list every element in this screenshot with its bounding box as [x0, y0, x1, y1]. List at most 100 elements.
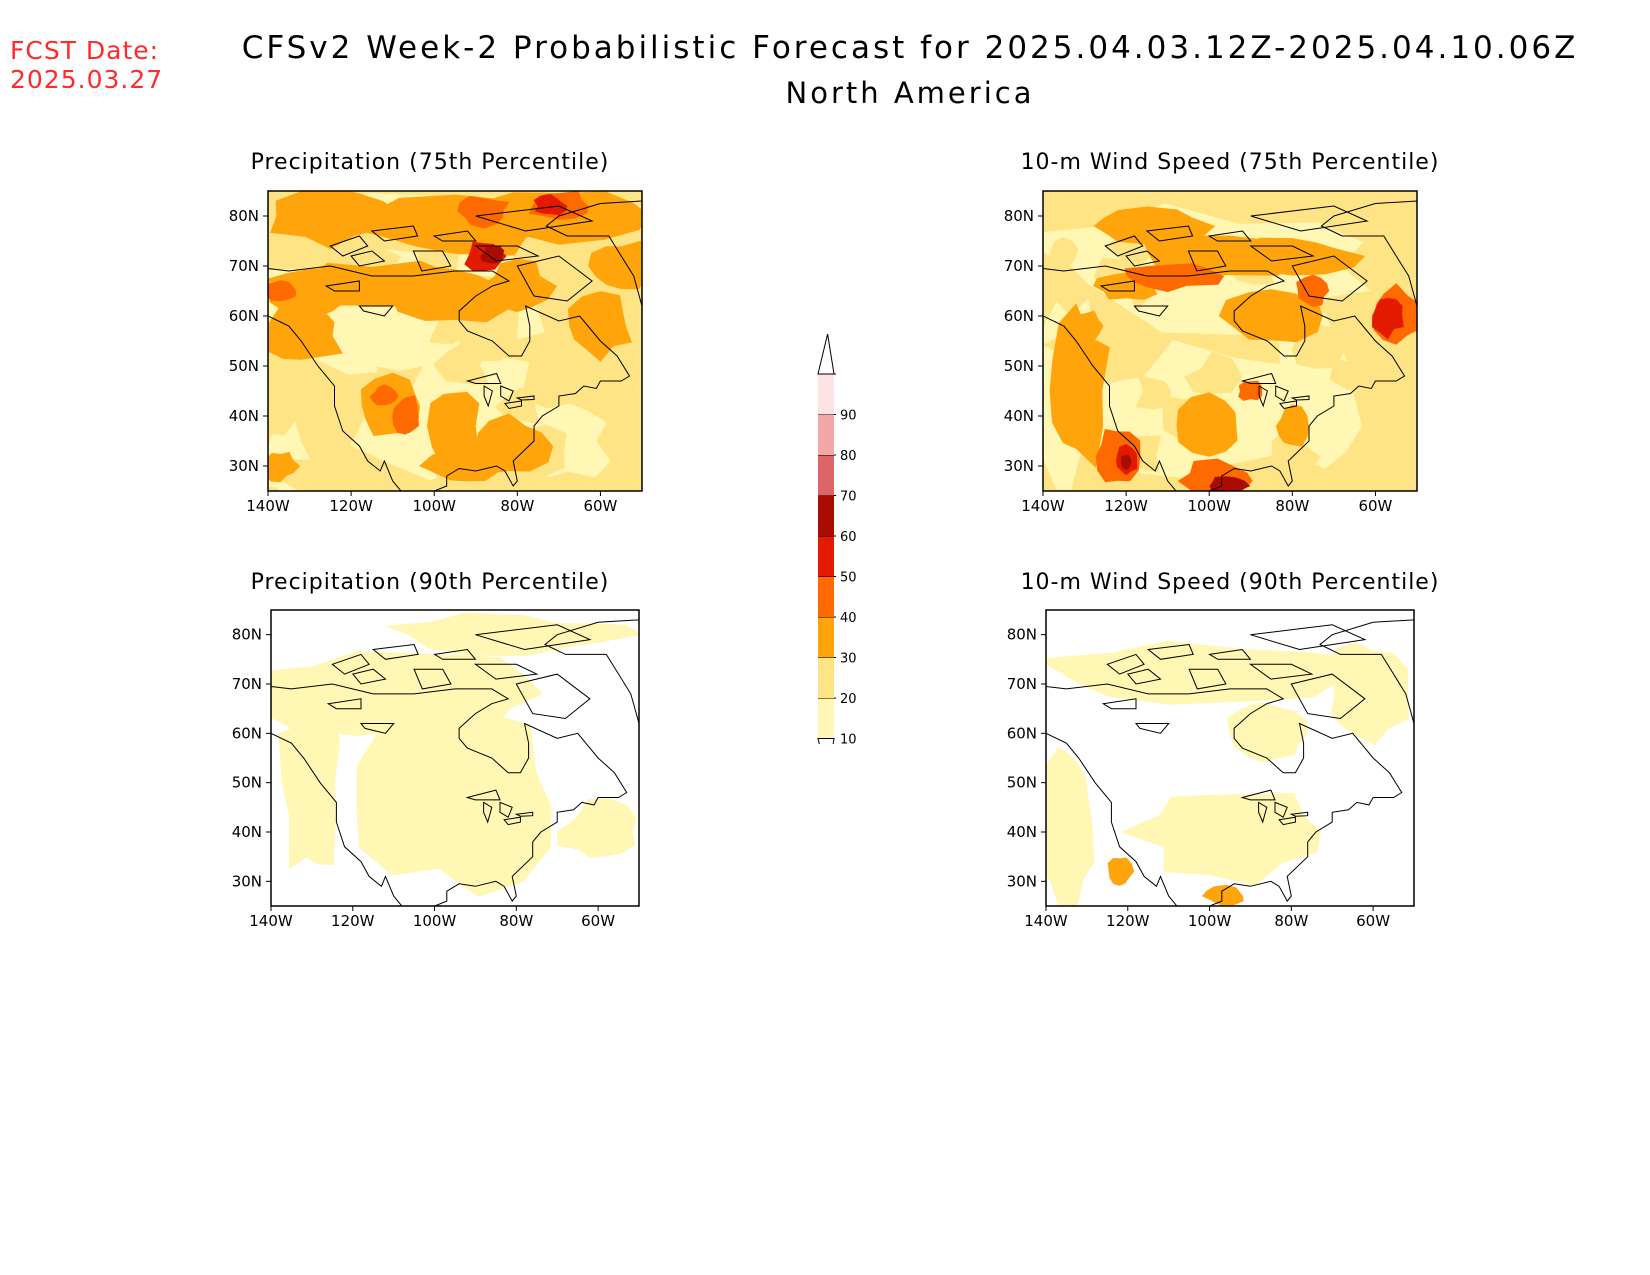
map-frame	[267, 190, 643, 492]
coastline	[1258, 385, 1268, 408]
color-legend: 10 20 30 40 50 60 70 80 90	[800, 333, 870, 779]
field-patch	[356, 709, 552, 897]
lon-tick-label: 100W	[413, 912, 457, 930]
field-contour	[1049, 303, 1110, 468]
coastline	[350, 250, 386, 267]
coastline	[1275, 385, 1289, 402]
lat-tick-label: 60N	[232, 724, 262, 742]
lon-tick-label: 80W	[1274, 912, 1308, 930]
field-contour	[427, 391, 480, 466]
field-contour	[480, 245, 505, 264]
coastline	[1258, 801, 1268, 824]
coastline	[324, 280, 360, 292]
lon-tick-label: 120W	[1104, 497, 1148, 515]
lat-tick-label: 70N	[1004, 257, 1034, 275]
lon-tick-label: 80W	[499, 912, 533, 930]
field-contour	[419, 445, 507, 482]
coastline	[433, 648, 477, 660]
lon-tick-label: 80W	[500, 497, 534, 515]
coastline	[432, 230, 477, 242]
field-contour	[268, 280, 297, 302]
map-frame	[270, 609, 640, 907]
coastline	[503, 816, 521, 826]
coastline	[370, 225, 419, 242]
field-contour	[1218, 289, 1323, 343]
lat-tick-label: 30N	[1004, 457, 1034, 475]
field-contour	[1065, 310, 1104, 341]
field-patch	[1046, 746, 1095, 906]
field-contour	[457, 195, 510, 229]
lat-tick-label: 60N	[1007, 724, 1037, 742]
field-contour	[588, 240, 642, 290]
lat-tick-label: 30N	[1007, 872, 1037, 890]
coastline	[413, 668, 452, 690]
map-frame	[1042, 190, 1418, 492]
map-precip-90: 80N 70N 60N 50N 40N 30N 140W 120W 100W 80W 60W	[232, 609, 640, 930]
coastline	[483, 385, 493, 408]
lat-tick-label: 80N	[232, 626, 262, 644]
field-contour	[1372, 297, 1404, 340]
lat-tick-label: 70N	[1007, 675, 1037, 693]
legend-level-label: 50	[840, 571, 857, 586]
field-patch	[1106, 234, 1149, 273]
coastline	[1289, 811, 1309, 817]
legend-swatch	[818, 414, 834, 455]
forecast-date-label: FCST Date:	[10, 36, 160, 65]
legend-swatch	[818, 495, 834, 536]
field-contour	[1296, 274, 1330, 308]
lat-tick-label: 40N	[1007, 823, 1037, 841]
coastline	[329, 235, 369, 257]
legend-level-label: 90	[840, 409, 857, 424]
page-title: CFSv2 Week-2 Probabilistic Forecast for …	[241, 30, 1579, 66]
coastline	[326, 698, 362, 710]
field-contour	[369, 384, 399, 406]
map-wind-75: 80N 70N 60N 50N 40N 30N 140W 120W 100W 80W 60W	[1004, 190, 1418, 515]
coastline	[483, 801, 493, 824]
coastline	[1240, 789, 1276, 801]
coastline	[1126, 668, 1162, 685]
lat-tick-label: 60N	[1004, 307, 1034, 325]
coastline	[516, 255, 593, 302]
lon-tick-label: 80W	[1275, 497, 1309, 515]
lon-tick-label: 140W	[249, 912, 293, 930]
lon-tick-label: 100W	[1187, 497, 1231, 515]
field-contour	[1107, 857, 1135, 886]
coastline	[500, 385, 514, 402]
field-contour	[1238, 380, 1263, 401]
legend-swatch	[818, 698, 834, 739]
map-field	[268, 191, 642, 491]
coastline	[1291, 255, 1368, 302]
coastline	[1104, 235, 1144, 257]
legend-level-label: 20	[840, 692, 857, 707]
coastline	[545, 200, 642, 307]
map-frame	[1045, 609, 1415, 907]
lon-tick-label: 60W	[583, 497, 617, 515]
lat-tick-label: 80N	[229, 207, 259, 225]
legend-swatch	[818, 455, 834, 496]
field-contour	[392, 395, 420, 435]
legend-swatch	[818, 617, 834, 658]
coastline	[271, 683, 628, 906]
coastline	[1133, 305, 1169, 317]
lat-tick-label: 70N	[229, 257, 259, 275]
coastline	[1250, 205, 1369, 232]
lat-tick-label: 80N	[1007, 626, 1037, 644]
field-contour	[567, 291, 632, 362]
coastline	[1188, 668, 1227, 690]
field-patch	[1183, 351, 1243, 394]
coastline	[1208, 648, 1252, 660]
lon-tick-label: 100W	[1188, 912, 1232, 930]
field-patch	[1120, 793, 1322, 886]
lon-tick-label: 120W	[331, 912, 375, 930]
coastline	[412, 250, 452, 272]
coastline	[1043, 265, 1406, 491]
field-patch	[278, 681, 341, 870]
field-contour	[270, 191, 404, 250]
legend-level-label: 40	[840, 611, 857, 626]
legend-level-label: 60	[840, 530, 857, 545]
coastline	[1320, 200, 1417, 307]
panel-title: 10-m Wind Speed (75th Percentile)	[1020, 150, 1440, 175]
field-patch	[574, 340, 623, 389]
coastline	[1290, 673, 1366, 720]
coastline	[475, 205, 594, 232]
